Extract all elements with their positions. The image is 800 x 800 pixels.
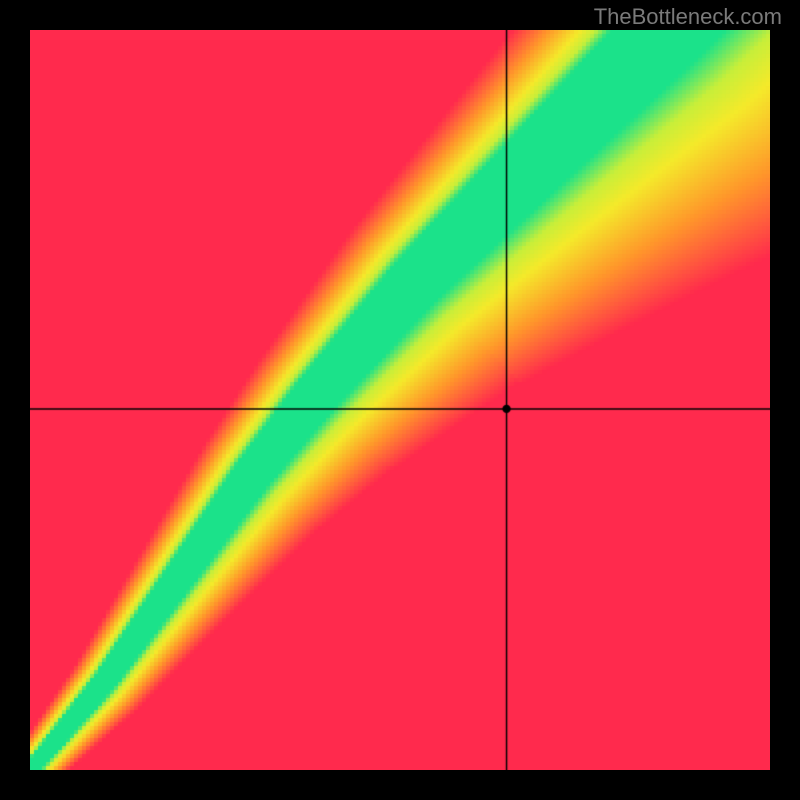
watermark-text: TheBottleneck.com [594, 4, 782, 30]
chart-container: TheBottleneck.com [0, 0, 800, 800]
heatmap-plot [30, 30, 770, 770]
heatmap-canvas [30, 30, 770, 770]
